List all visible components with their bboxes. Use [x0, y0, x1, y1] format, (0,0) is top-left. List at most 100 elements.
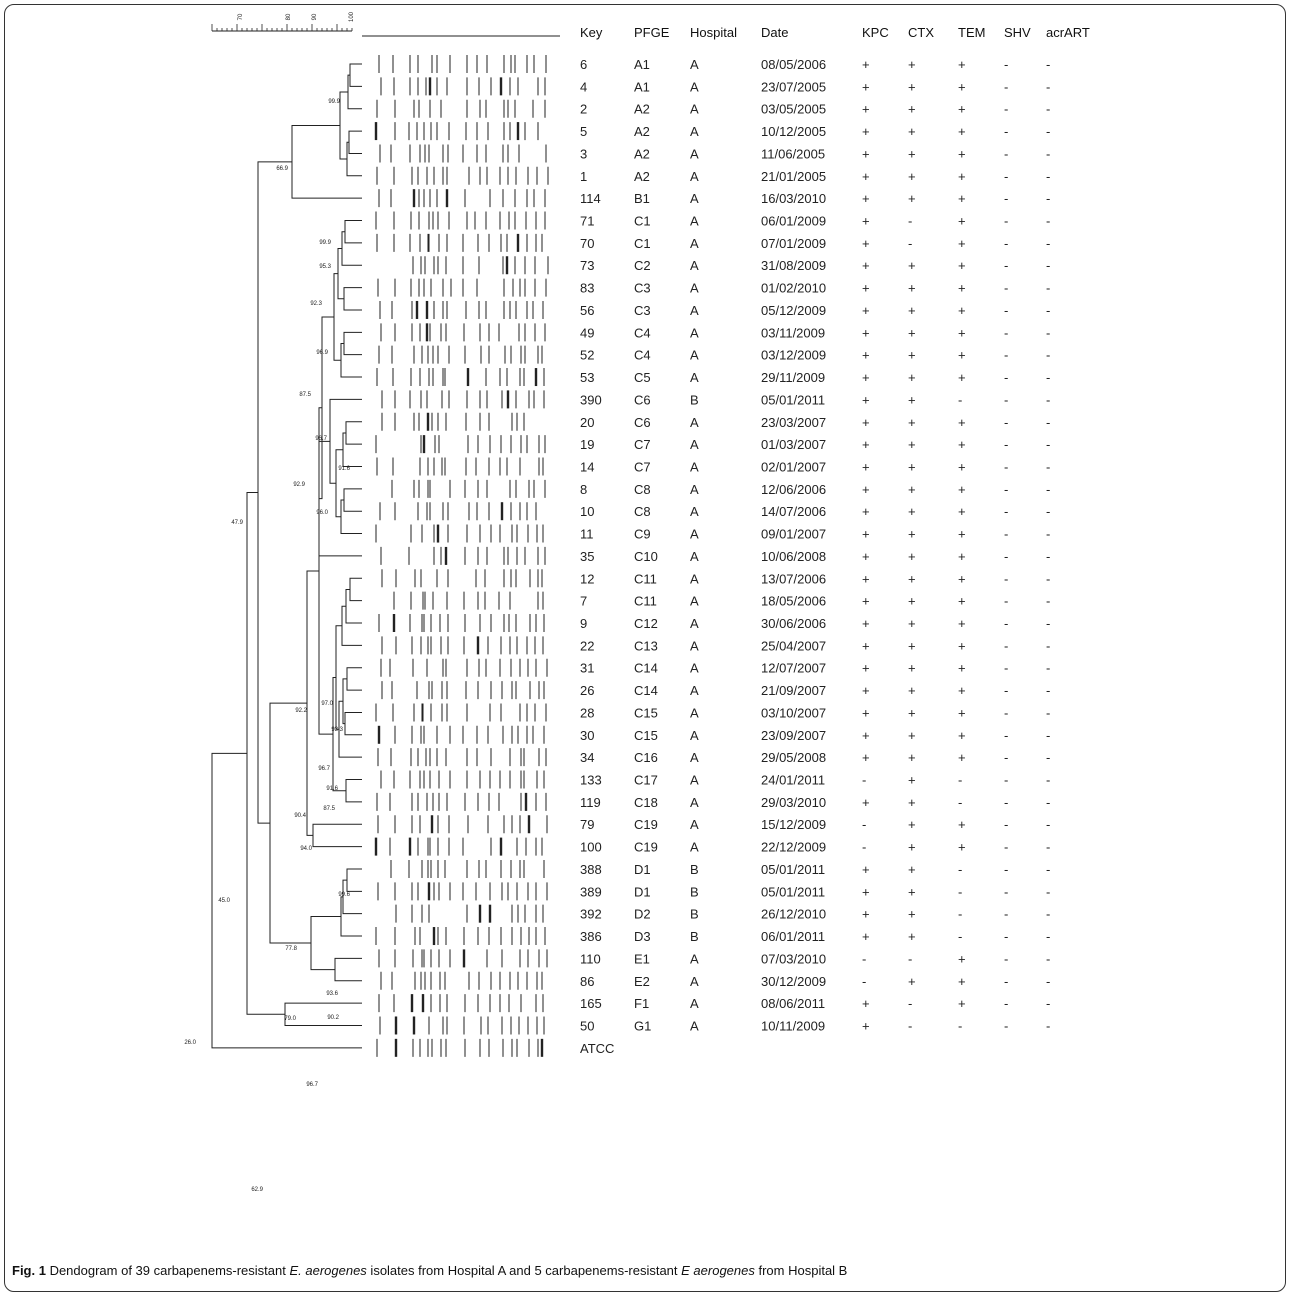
- cell-pfge: C8: [634, 482, 651, 497]
- cell-ctx: +: [908, 437, 916, 452]
- cell-ctx: +: [908, 146, 916, 161]
- cell-ctx: -: [908, 1018, 912, 1033]
- table-row: 11 C9 A 09/01/2007 + + + - -: [580, 527, 1050, 542]
- cell-key: 9: [580, 616, 587, 631]
- band-lane: [376, 792, 547, 811]
- cell-acr: -: [1046, 705, 1050, 720]
- node-label: 91.6: [326, 786, 338, 792]
- cell-acr: -: [1046, 146, 1050, 161]
- cell-tem: +: [958, 750, 966, 765]
- cell-hospital: A: [690, 705, 699, 720]
- scale-tick-label: 100: [349, 11, 355, 22]
- cell-hospital: A: [690, 571, 699, 586]
- cell-ctx: +: [908, 594, 916, 609]
- cell-pfge: B1: [634, 191, 650, 206]
- node-label: 47.9: [231, 520, 243, 526]
- table-row: 31 C14 A 12/07/2007 + + + - -: [580, 661, 1050, 676]
- cell-tem: +: [958, 258, 966, 273]
- cell-kpc: +: [862, 527, 870, 542]
- band-lane: [378, 994, 544, 1013]
- cell-date: 03/11/2009: [761, 325, 825, 340]
- cell-key: 388: [580, 862, 602, 877]
- table-row: 1 A2 A 21/01/2005 + + + - -: [580, 169, 1050, 184]
- cell-kpc: +: [862, 638, 870, 653]
- cell-date: 03/12/2009: [761, 348, 826, 363]
- cell-kpc: +: [862, 728, 870, 743]
- cell-pfge: C14: [634, 683, 658, 698]
- cell-kpc: +: [862, 482, 870, 497]
- cell-kpc: -: [862, 817, 866, 832]
- header-acrart: acrART: [1046, 25, 1090, 40]
- band-lane: [374, 837, 543, 856]
- cell-ctx: +: [908, 303, 916, 318]
- table-row: 49 C4 A 03/11/2009 + + + - -: [580, 325, 1050, 340]
- cell-pfge: F1: [634, 996, 649, 1011]
- cell-shv: -: [1004, 236, 1008, 251]
- cell-tem: +: [958, 974, 966, 989]
- cell-ctx: +: [908, 527, 916, 542]
- cell-shv: -: [1004, 750, 1008, 765]
- cell-key: 26: [580, 683, 594, 698]
- band-lane: [380, 658, 548, 677]
- cell-shv: -: [1004, 370, 1008, 385]
- cell-shv: -: [1004, 79, 1008, 94]
- cell-date: 05/01/2011: [761, 392, 825, 407]
- cell-shv: -: [1004, 907, 1008, 922]
- cell-hospital: A: [690, 482, 699, 497]
- cell-hospital: B: [690, 392, 699, 407]
- header-kpc: KPC: [862, 25, 889, 40]
- cell-kpc: +: [862, 191, 870, 206]
- cell-date: 10/12/2005: [761, 124, 826, 139]
- cell-pfge: G1: [634, 1018, 651, 1033]
- cell-acr: -: [1046, 594, 1050, 609]
- cell-pfge: A2: [634, 146, 650, 161]
- cell-ctx: +: [908, 348, 916, 363]
- cell-shv: -: [1004, 258, 1008, 273]
- cell-acr: -: [1046, 884, 1050, 899]
- cell-hospital: A: [690, 281, 699, 296]
- cell-kpc: +: [862, 862, 870, 877]
- cell-tem: +: [958, 169, 966, 184]
- cell-key: 8: [580, 482, 587, 497]
- cell-pfge: E2: [634, 974, 650, 989]
- cell-shv: -: [1004, 281, 1008, 296]
- cell-shv: -: [1004, 549, 1008, 564]
- band-lane: [391, 479, 546, 498]
- tree-node: [343, 488, 362, 512]
- cell-key: ATCC: [580, 1041, 614, 1056]
- cell-kpc: +: [862, 683, 870, 698]
- table-row: ATCC: [580, 1041, 614, 1056]
- cell-pfge: C11: [634, 571, 657, 586]
- cell-kpc: +: [862, 661, 870, 676]
- cell-date: 29/05/2008: [761, 750, 826, 765]
- cell-acr: -: [1046, 325, 1050, 340]
- header-ctx: CTX: [908, 25, 934, 40]
- cell-tem: +: [958, 996, 966, 1011]
- cell-acr: -: [1046, 929, 1050, 944]
- cell-ctx: +: [908, 638, 916, 653]
- cell-shv: -: [1004, 1018, 1008, 1033]
- cell-key: 133: [580, 773, 602, 788]
- tree-node: [291, 124, 362, 199]
- cell-hospital: A: [690, 191, 699, 206]
- table-row: 165 F1 A 08/06/2011 + - + - -: [580, 996, 1050, 1011]
- band-lane: [380, 546, 546, 565]
- cell-tem: -: [958, 1018, 962, 1033]
- cell-acr: -: [1046, 728, 1050, 743]
- cell-tem: -: [958, 929, 962, 944]
- cell-key: 28: [580, 705, 594, 720]
- cell-pfge: C8: [634, 504, 651, 519]
- tree-node: [340, 896, 362, 937]
- cell-date: 08/06/2011: [761, 996, 825, 1011]
- table-header: Key PFGE Hospital Date KPC CTX TEM SHV acrART: [580, 25, 1090, 40]
- cell-kpc: +: [862, 504, 870, 519]
- cell-ctx: -: [908, 214, 912, 229]
- cell-tem: +: [958, 281, 966, 296]
- cell-key: 53: [580, 370, 594, 385]
- node-label: 96.7: [306, 1082, 318, 1088]
- cell-acr: -: [1046, 996, 1050, 1011]
- cell-hospital: A: [690, 57, 699, 72]
- cell-ctx: -: [908, 236, 912, 251]
- cell-pfge: C4: [634, 348, 651, 363]
